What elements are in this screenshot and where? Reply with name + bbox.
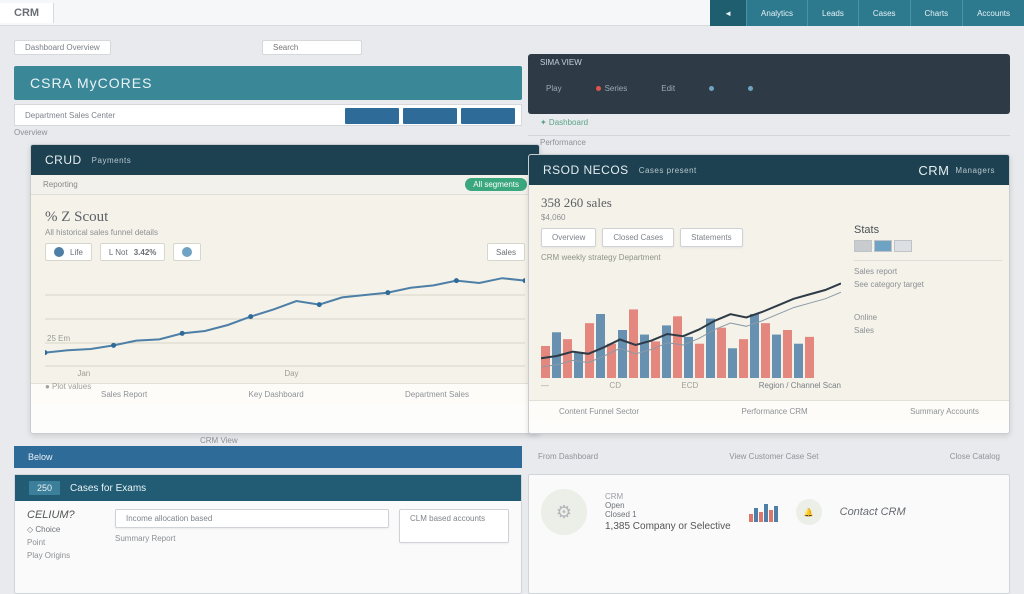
segment-pill[interactable]: All segments bbox=[465, 178, 527, 191]
subbar-label: Reporting bbox=[43, 180, 78, 189]
footer-item[interactable]: Department Sales bbox=[405, 390, 469, 399]
left-panel-subbar: Reporting All segments bbox=[31, 175, 539, 195]
meta-row: Department Sales Center bbox=[14, 104, 522, 126]
side-head: Stats bbox=[854, 224, 1002, 236]
footer-item[interactable]: Sales Report bbox=[101, 390, 147, 399]
browser-tab[interactable]: CRM bbox=[0, 3, 54, 23]
panel-subtitle: Cases present bbox=[639, 166, 697, 175]
nav-item[interactable]: Charts bbox=[910, 0, 963, 26]
toolbar-chip[interactable] bbox=[740, 80, 761, 97]
brand-title: CSRA MyCORES bbox=[30, 75, 152, 91]
footer-item[interactable]: Summary Accounts bbox=[910, 407, 979, 416]
avatar-icon: ⚙ bbox=[541, 489, 587, 535]
footer-item[interactable]: Performance CRM bbox=[741, 407, 807, 416]
stat-cell[interactable]: L Not 3.42% bbox=[100, 243, 166, 261]
opt[interactable]: Choice bbox=[35, 525, 60, 534]
panel-right-title: CRM bbox=[918, 163, 949, 178]
footer-item[interactable]: Key Dashboard bbox=[249, 390, 304, 399]
meta-tab[interactable] bbox=[461, 108, 515, 124]
row-panel-left: 250 Cases for Exams CELIUM? ◇ Choice Poi… bbox=[14, 474, 522, 594]
top-nav: ◄ Analytics Leads Cases Charts Accounts bbox=[710, 0, 1024, 26]
desc-chip[interactable]: Overview bbox=[541, 228, 596, 247]
side-column: Stats Sales report See category target O… bbox=[854, 212, 1002, 339]
panel-subtitle: Payments bbox=[92, 156, 132, 165]
nav-item[interactable]: Cases bbox=[858, 0, 910, 26]
panel-title: RSOD NECOS bbox=[543, 163, 629, 177]
stat-cells: Life L Not 3.42% Sales bbox=[45, 243, 525, 261]
panel-right-sub: Managers bbox=[955, 166, 995, 175]
line: Closed 1 bbox=[605, 510, 731, 519]
stat-cell[interactable]: Life bbox=[45, 243, 92, 261]
chart-title: % Z Scout bbox=[45, 209, 525, 226]
lower-bar: Below bbox=[14, 446, 522, 468]
right-panel-footer: Content Funnel Sector Performance CRM Su… bbox=[529, 400, 1009, 422]
meta-tab[interactable] bbox=[403, 108, 457, 124]
lower-bar-label: Below bbox=[28, 452, 53, 462]
lower-strip-item[interactable]: Close Catalog bbox=[950, 452, 1000, 461]
row-panel-right: ⚙ CRM Open Closed 1 1,385 Company or Sel… bbox=[528, 474, 1010, 594]
desc-chip[interactable]: Statements bbox=[680, 228, 742, 247]
meta-tabs bbox=[345, 108, 515, 124]
panel-title: CRUD bbox=[45, 153, 82, 167]
brand-band: CSRA MyCORES bbox=[14, 66, 522, 100]
side-row[interactable]: See category target bbox=[854, 280, 1002, 289]
dark-toolbar: SIMA VIEW Play Series Edit bbox=[528, 54, 1010, 114]
opt-box[interactable]: Income allocation based bbox=[115, 509, 389, 528]
pretab-label: Dashboard Overview bbox=[14, 40, 111, 55]
right-breadcrumb: ✦ Dashboard bbox=[528, 118, 1010, 136]
toolbar-chip[interactable]: Play bbox=[538, 80, 570, 97]
kv-value: Summary Report bbox=[115, 534, 389, 543]
bar-chart-svg bbox=[541, 268, 841, 378]
side-row[interactable]: Sales report bbox=[854, 260, 1002, 276]
toolbar-chip[interactable]: Series bbox=[588, 80, 636, 97]
meta-label: Department Sales Center bbox=[25, 111, 115, 120]
side-row[interactable]: Online bbox=[854, 313, 1002, 322]
head-label: Cases for Exams bbox=[70, 483, 146, 494]
bell-icon[interactable]: 🔔 bbox=[796, 499, 822, 525]
head-tag: 250 bbox=[29, 481, 60, 495]
stat-cell[interactable]: Sales bbox=[487, 243, 525, 261]
line-chart-svg: 25 Em bbox=[45, 271, 525, 367]
meta-tab[interactable] bbox=[345, 108, 399, 124]
nav-item[interactable]: Accounts bbox=[962, 0, 1024, 26]
right-panel-head: RSOD NECOS Cases present CRM Managers bbox=[529, 155, 1009, 185]
y-axis-label: 25 Em bbox=[47, 334, 70, 343]
row-title: CELIUM? bbox=[27, 509, 105, 521]
chart-caption: All historical sales funnel details bbox=[45, 228, 525, 237]
desc-chip[interactable]: Closed Cases bbox=[602, 228, 674, 247]
line: 1,385 Company or Selective bbox=[605, 521, 731, 532]
legend: Region / Channel Scan bbox=[759, 381, 841, 390]
nav-item[interactable]: Analytics bbox=[746, 0, 807, 26]
lower-strip: From Dashboard View Customer Case Set Cl… bbox=[528, 442, 1010, 470]
search-input[interactable] bbox=[262, 40, 362, 55]
left-panel-head: CRUD Payments bbox=[31, 145, 539, 175]
opt-box[interactable]: CLM based accounts bbox=[399, 509, 509, 543]
line-chart: % Z Scout All historical sales funnel de… bbox=[31, 195, 539, 383]
nav-item[interactable]: Leads bbox=[807, 0, 858, 26]
row-panel-head: 250 Cases for Exams bbox=[15, 475, 521, 501]
left-panel: CRUD Payments Reporting All segments % Z… bbox=[30, 144, 540, 434]
lower-strip-item: View Customer Case Set bbox=[729, 452, 818, 461]
side-row[interactable]: Sales bbox=[854, 326, 1002, 335]
stat-cell[interactable] bbox=[173, 243, 201, 261]
metric-title: 358 260 sales bbox=[541, 195, 997, 211]
tag: CRM bbox=[605, 492, 731, 501]
x-axis-labels: Jan Day bbox=[45, 369, 525, 378]
right-label[interactable]: Contact CRM bbox=[840, 506, 906, 518]
micro-chart bbox=[749, 502, 778, 522]
line: Open bbox=[605, 501, 731, 510]
breadcrumb: Overview bbox=[14, 128, 47, 137]
under-footer: CRM View bbox=[200, 436, 238, 445]
nav-back-icon[interactable]: ◄ bbox=[710, 0, 746, 26]
right-subcrumb: Performance bbox=[528, 138, 1010, 147]
toolbar-title: SIMA VIEW bbox=[540, 58, 582, 67]
toolbar-chip[interactable] bbox=[701, 80, 722, 97]
lower-strip-item: From Dashboard bbox=[538, 452, 598, 461]
footer-item[interactable]: Content Funnel Sector bbox=[559, 407, 639, 416]
toolbar-chip[interactable]: Edit bbox=[653, 80, 683, 97]
